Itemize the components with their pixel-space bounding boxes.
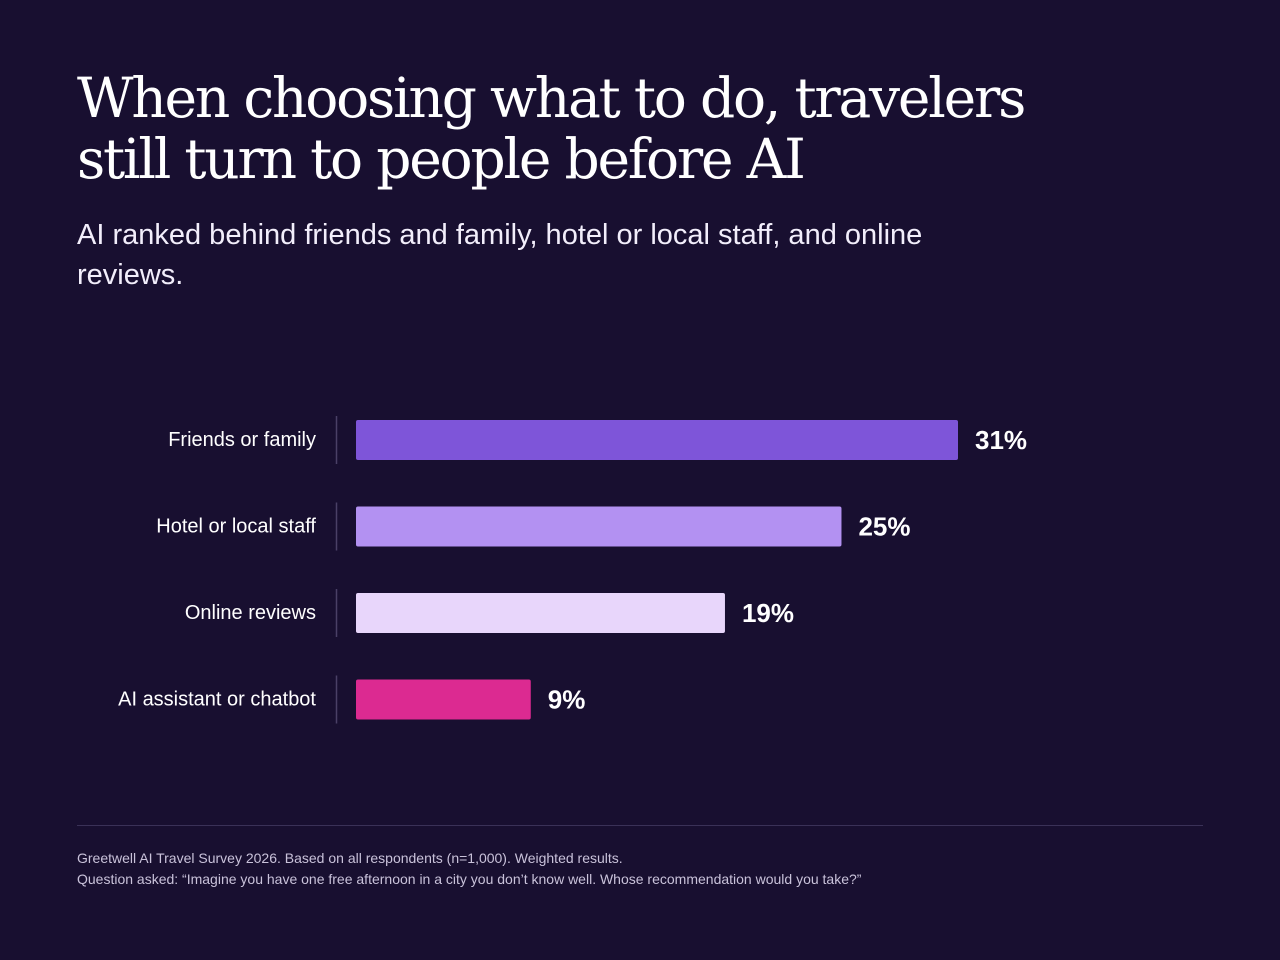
bar — [356, 679, 531, 720]
bar — [356, 420, 958, 460]
value-label: 9% — [548, 685, 586, 715]
chart-title: When choosing what to do, travelers stil… — [77, 66, 1026, 191]
bar — [356, 593, 725, 633]
bar — [356, 506, 842, 547]
value-label: 31% — [975, 425, 1027, 455]
category-label: Hotel or local staff — [156, 516, 316, 538]
footnote-source: Greetwell AI Travel Survey 2026. Based o… — [77, 850, 623, 866]
value-label: 25% — [858, 512, 910, 542]
category-label: Online reviews — [185, 602, 316, 624]
category-label: AI assistant or chatbot — [118, 689, 316, 711]
footer-divider — [77, 825, 1203, 826]
bar-chart: Friends or family 31% Hotel or local staff… — [118, 416, 1027, 724]
category-label: Friends or family — [168, 429, 316, 451]
footnote: Greetwell AI Travel Survey 2026. Based o… — [77, 848, 1203, 890]
value-label: 19% — [742, 598, 794, 628]
chart-subtitle: AI ranked behind friends and family, hot… — [77, 219, 923, 291]
footnote-question: Question asked: “Imagine you have one fr… — [77, 871, 862, 887]
